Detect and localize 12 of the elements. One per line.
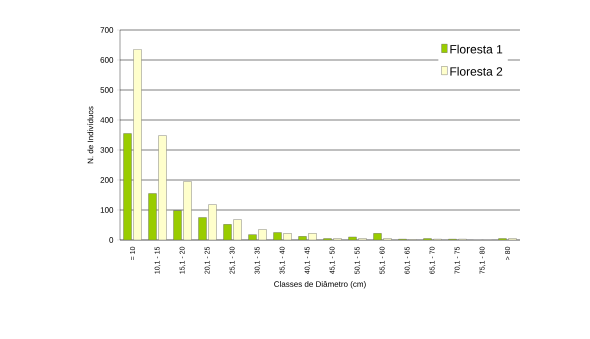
y-axis-title: N. de Indivíduos [87,106,94,164]
y-tick-label: 600 [100,57,114,63]
x-axis-title: Classes de Diâmetro (cm) [274,281,366,289]
y-tick-label: 300 [100,147,114,153]
y-tick-label: 700 [100,27,114,33]
y-tick-label: 500 [100,87,114,93]
legend-label: Floresta 2 [450,66,502,76]
y-tick-label: 400 [100,117,114,123]
y-tick-label: 200 [100,177,114,183]
y-tick-label: 100 [100,207,114,213]
legend-label: Floresta 1 [450,44,502,54]
y-tick-label: 0 [109,237,114,243]
